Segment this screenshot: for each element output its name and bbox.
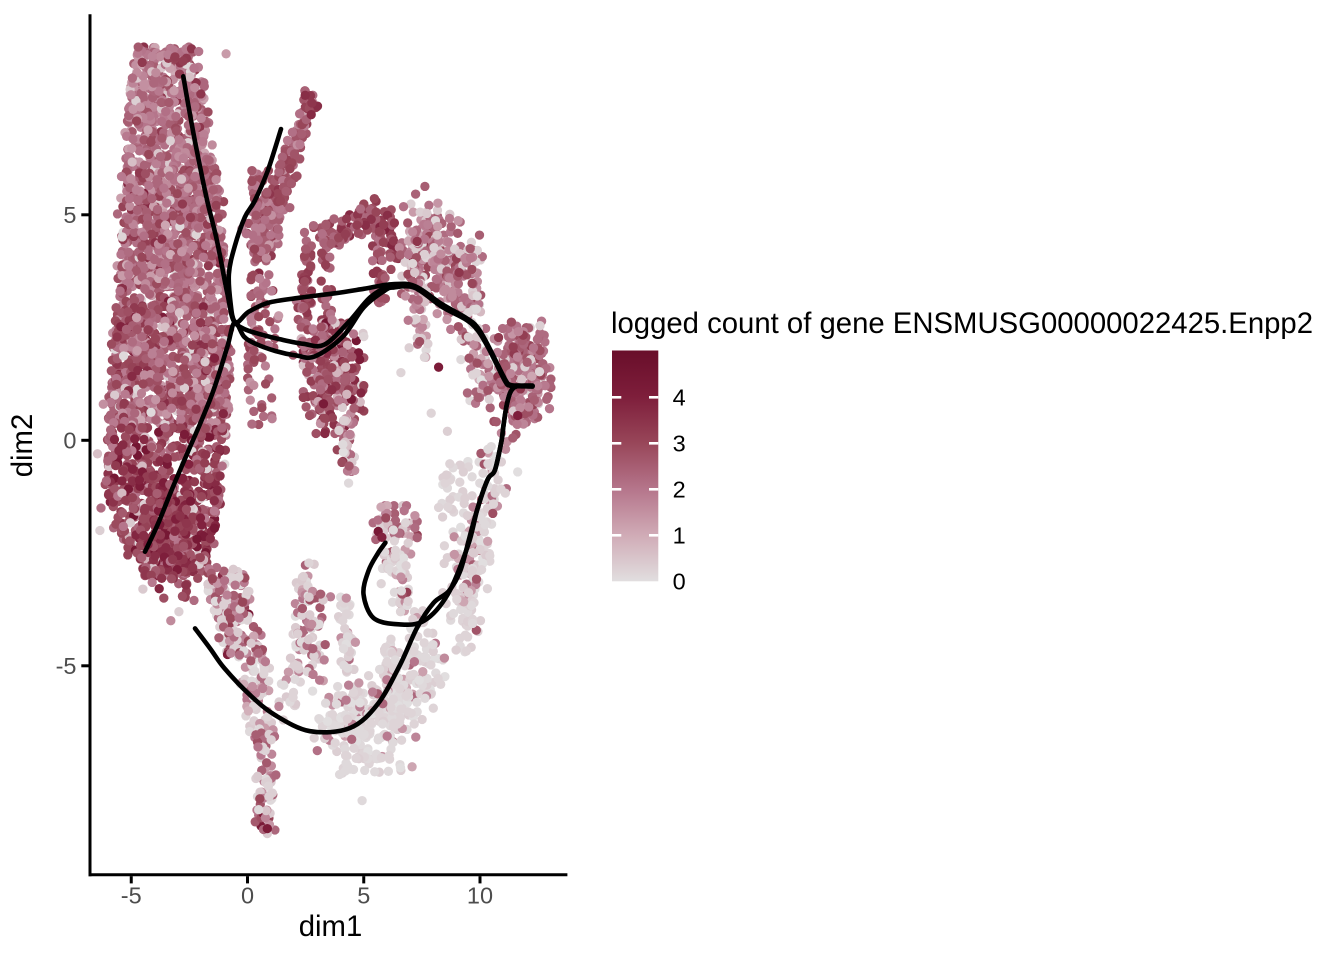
x-tick-label: 5 xyxy=(357,883,370,909)
legend-tick-label: 1 xyxy=(673,522,686,548)
y-tick-label: 5 xyxy=(63,202,76,228)
legend-tick-label: 3 xyxy=(673,430,686,456)
legend-tick-label: 0 xyxy=(673,568,686,594)
color-legend: logged count of gene ENSMUSG00000022425.… xyxy=(611,307,1313,594)
y-tick-label: 0 xyxy=(63,427,76,453)
x-axis-title: dim1 xyxy=(299,910,363,943)
x-tick-label: -5 xyxy=(121,883,142,909)
points-layer xyxy=(93,42,556,838)
legend-gradient-bar xyxy=(612,351,658,582)
legend-title: logged count of gene ENSMUSG00000022425.… xyxy=(611,307,1313,340)
x-tick-label: 10 xyxy=(467,883,493,909)
y-axis-title: dim2 xyxy=(6,414,39,478)
legend-tick-labels: 4 3 2 1 0 xyxy=(673,384,686,594)
x-tick-label: 0 xyxy=(241,883,254,909)
legend-tick-label: 2 xyxy=(673,476,686,502)
y-tick-label: -5 xyxy=(56,653,77,679)
legend-tick-label: 4 xyxy=(673,384,686,410)
